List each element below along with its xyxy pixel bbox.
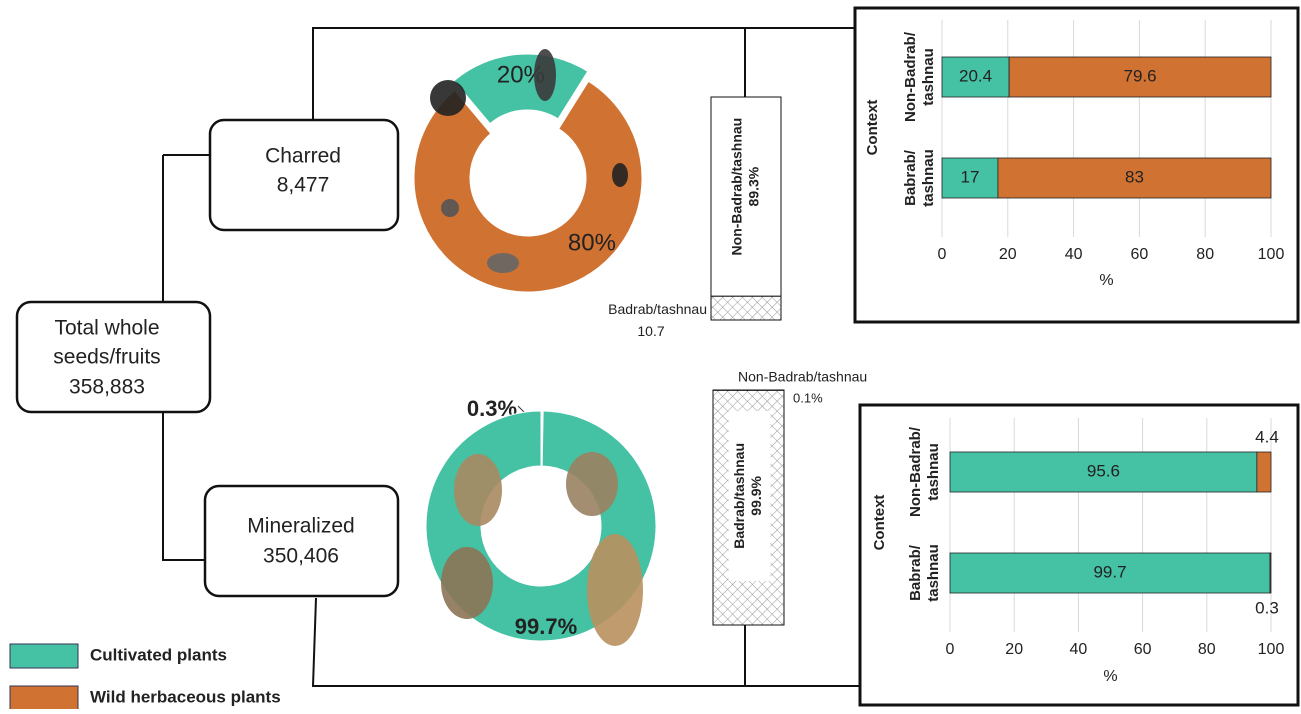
donut-label: 99.7%: [515, 614, 577, 639]
node-charred: Charred 8,477: [210, 120, 398, 230]
seed-image: [612, 163, 628, 187]
node-mineralized: Mineralized 350,406: [205, 486, 398, 596]
x-tick-label: 20: [999, 246, 1017, 263]
x-tick-label: 100: [1258, 246, 1285, 263]
seed-image: [441, 199, 459, 217]
node-value: 358,883: [69, 376, 145, 399]
bar-value: 0.3: [1255, 598, 1279, 617]
x-tick-label: 100: [1258, 641, 1285, 658]
seed-image: [587, 534, 643, 646]
x-tick-label: 80: [1198, 641, 1216, 658]
x-tick-label: 0: [946, 641, 955, 658]
bar-value: 95.6: [1087, 461, 1120, 480]
x-tick-label: 80: [1196, 246, 1214, 263]
bar-value: 83: [1125, 167, 1144, 186]
x-tick-label: 60: [1131, 246, 1149, 263]
column-name: Non-Badrab/tashnau: [729, 118, 745, 256]
bar-value: 17: [961, 167, 980, 186]
column-segment: [711, 296, 781, 320]
x-tick-label: 20: [1005, 641, 1023, 658]
node-label: Charred: [265, 145, 341, 168]
column-value: 99.9%: [748, 475, 764, 515]
bar-value: 79.6: [1124, 66, 1157, 85]
node-label: Total whole: [54, 317, 159, 340]
x-axis-label: %: [1099, 272, 1113, 289]
x-tick-label: 40: [1070, 641, 1088, 658]
node-value: 8,477: [277, 174, 330, 197]
y-axis-label: Context: [864, 100, 881, 156]
column-name: Badrab/tashnau: [731, 443, 747, 549]
column-value: 89.3%: [746, 166, 762, 206]
legend-label: Cultivated plants: [90, 645, 227, 664]
node-value: 350,406: [263, 545, 339, 568]
category-label: Babrab/tashnau: [907, 544, 942, 602]
x-tick-label: 0: [938, 246, 947, 263]
seed-image: [487, 253, 519, 273]
seed-image: [534, 49, 556, 101]
legend-swatch: [10, 686, 78, 709]
seed-image: [430, 80, 466, 116]
x-axis-label: %: [1103, 668, 1117, 685]
seed-image: [441, 547, 493, 619]
bar-value: 99.7: [1093, 562, 1126, 581]
bar-value: 20.4: [959, 66, 992, 85]
segment-name: Non-Badrab/tashnau: [738, 369, 867, 385]
legend-label: Wild herbaceous plants: [90, 687, 281, 706]
node-label: Mineralized: [247, 515, 354, 538]
node-total: Total whole seeds/fruits 358,883: [17, 302, 210, 412]
bar-segment: [1270, 553, 1271, 593]
category-label: Babrab/tashnau: [902, 149, 937, 207]
donut-label: 80%: [568, 230, 616, 257]
x-tick-label: 40: [1065, 246, 1083, 263]
bar-value: 4.4: [1255, 427, 1279, 446]
legend-swatch: [10, 644, 78, 668]
x-tick-label: 60: [1134, 641, 1152, 658]
segment-value: 0.1%: [793, 390, 823, 405]
node-label-2: seeds/fruits: [53, 346, 160, 369]
segment-value: 10.7: [637, 323, 664, 339]
seed-image: [454, 454, 502, 526]
bar-segment: [1257, 452, 1271, 492]
y-axis-label: Context: [871, 495, 888, 551]
segment-name: Badrab/tashnau: [608, 301, 707, 317]
seed-image: [566, 452, 618, 516]
